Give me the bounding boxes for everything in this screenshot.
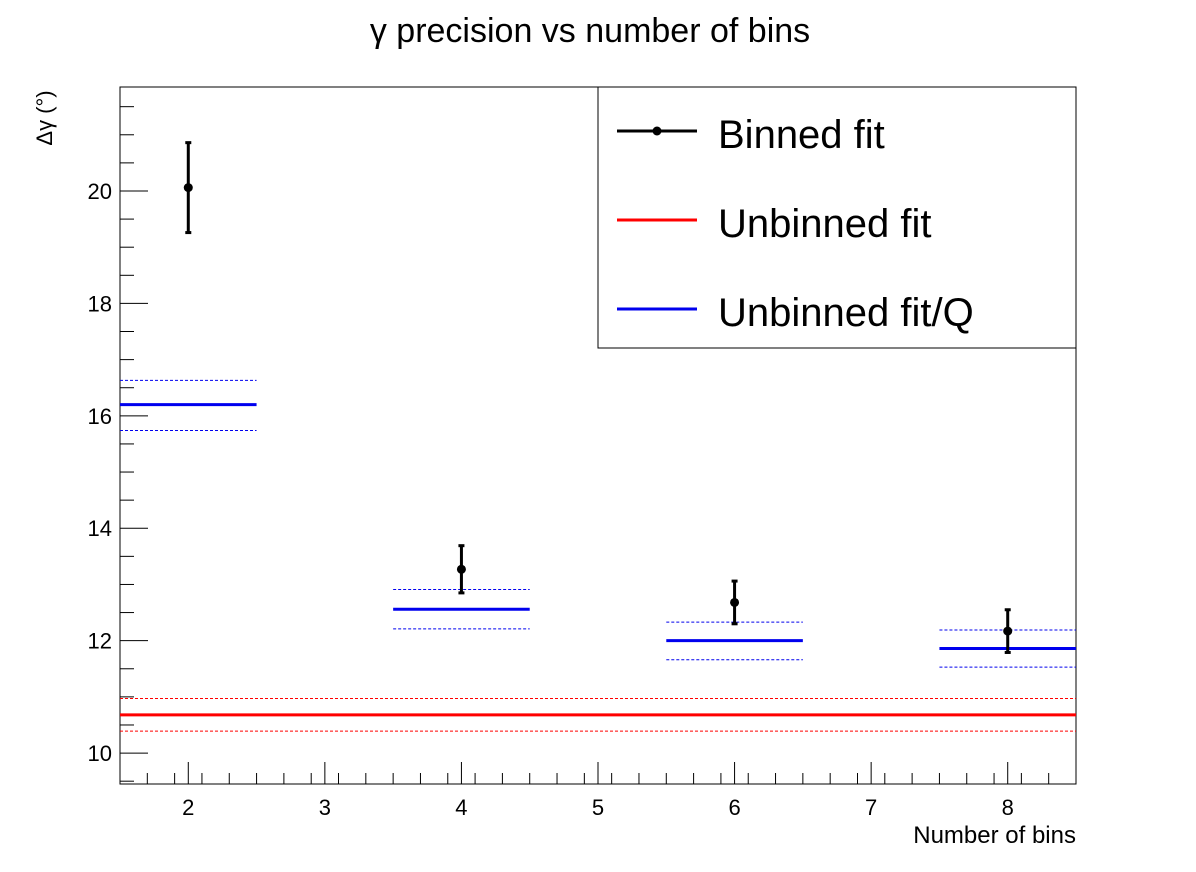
x-tick-label: 4: [455, 795, 467, 820]
x-tick-label: 6: [728, 795, 740, 820]
data-point: [1003, 626, 1013, 636]
y-tick-label: 18: [88, 291, 112, 316]
data-point: [456, 564, 466, 574]
data-point: [730, 597, 740, 607]
plot-area: 2 3 4 5 6 7 8 10 12 14 16 18 20: [88, 86, 1077, 820]
legend-label: Unbinned fit/Q: [718, 291, 974, 335]
x-tick-label: 3: [319, 795, 331, 820]
data-point: [183, 183, 193, 193]
legend-marker: [652, 126, 662, 136]
x-tick-label: 7: [865, 795, 877, 820]
x-tick-label: 5: [592, 795, 604, 820]
legend-label: Binned fit: [718, 113, 885, 157]
legend-label: Unbinned fit: [718, 202, 931, 246]
y-tick-label: 16: [88, 404, 112, 429]
y-axis-label: Δγ (°): [32, 90, 57, 145]
x-axis-label: Number of bins: [913, 822, 1076, 849]
legend: Binned fit Unbinned fit Unbinned fit/Q: [597, 86, 1077, 349]
x-tick-label: 2: [182, 795, 194, 820]
x-tick-label: 8: [1002, 795, 1014, 820]
chart-title: γ precision vs number of bins: [370, 12, 810, 50]
y-tick-label: 14: [88, 516, 112, 541]
y-tick-label: 20: [88, 179, 112, 204]
y-tick-label: 10: [88, 741, 112, 766]
y-tick-label: 12: [88, 629, 112, 654]
